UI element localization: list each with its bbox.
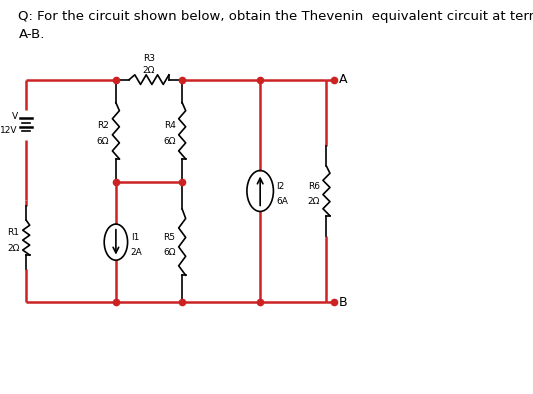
Text: I2: I2 [277,182,285,191]
Text: R3: R3 [143,54,155,63]
Text: 12V: 12V [0,126,18,135]
Text: A: A [339,73,348,86]
Text: R1: R1 [7,228,20,237]
Text: R6: R6 [308,182,320,191]
Text: 2Ω: 2Ω [308,197,320,206]
Text: I1: I1 [131,233,139,242]
Text: A-B.: A-B. [19,28,45,41]
Text: V: V [12,112,18,121]
Text: 2A: 2A [131,249,142,257]
Text: 6A: 6A [277,197,288,206]
Text: 2Ω: 2Ω [143,66,155,75]
Text: 6Ω: 6Ω [97,137,109,146]
Text: B: B [339,296,348,309]
Text: 6Ω: 6Ω [163,137,175,146]
Text: R4: R4 [164,121,175,130]
Text: R5: R5 [164,233,175,242]
Text: R2: R2 [98,121,109,130]
Text: 2Ω: 2Ω [7,244,20,253]
Text: 6Ω: 6Ω [163,249,175,257]
Text: Q: For the circuit shown below, obtain the Thevenin  equivalent circuit at termi: Q: For the circuit shown below, obtain t… [19,10,533,23]
